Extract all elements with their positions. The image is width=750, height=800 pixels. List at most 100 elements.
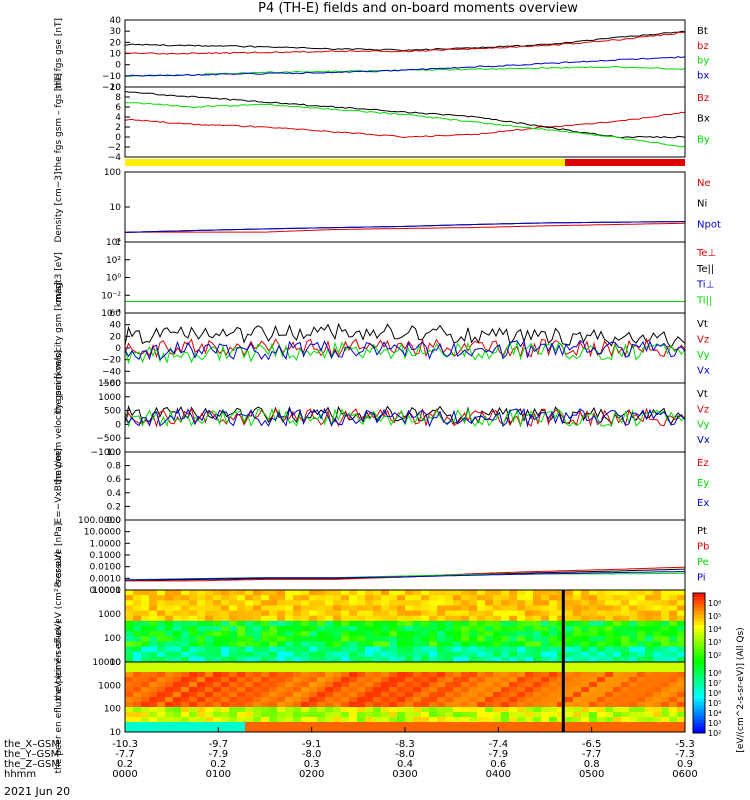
heatmap-cell	[405, 672, 414, 678]
heatmap-cell	[317, 631, 326, 637]
heatmap-cell	[589, 600, 598, 606]
heatmap-cell	[205, 662, 214, 668]
heatmap-cell	[269, 707, 278, 713]
heatmap-cell	[645, 697, 654, 703]
heatmap-cell	[229, 692, 238, 698]
heatmap-cell	[309, 595, 318, 601]
heatmap-cell	[389, 727, 398, 733]
heatmap-cell	[501, 692, 510, 698]
heatmap-cell	[661, 641, 670, 648]
heatmap-cell	[397, 687, 406, 693]
colorbar-cell	[693, 596, 705, 601]
colorbar-tick: 10⁷	[708, 679, 721, 688]
heatmap-cell	[661, 626, 670, 632]
heatmap-cell	[341, 590, 350, 596]
heatmap-cell	[469, 595, 478, 601]
heatmap-cell	[397, 610, 406, 617]
heatmap-cell	[509, 697, 518, 703]
heatmap-cell	[469, 722, 478, 728]
heatmap-cell	[613, 702, 622, 708]
heatmap-cell	[469, 727, 478, 733]
colorbar-tick: 10³	[708, 719, 721, 728]
heatmap-cell	[589, 692, 598, 698]
ytick-label: 10	[110, 50, 122, 60]
heatmap-cell	[581, 646, 590, 653]
heatmap-cell	[653, 682, 662, 688]
ytick-label: 4	[115, 113, 121, 123]
heatmap-cell	[317, 636, 326, 642]
heatmap-cell	[429, 697, 438, 703]
heatmap-cell	[341, 646, 350, 653]
heatmap-cell	[165, 641, 174, 648]
heatmap-cell	[453, 626, 462, 632]
heatmap-cell	[237, 595, 246, 601]
heatmap-cell	[285, 727, 294, 733]
heatmap-cell	[477, 682, 486, 688]
heatmap-cell	[301, 727, 310, 733]
heatmap-cell	[589, 626, 598, 632]
heatmap-cell	[221, 610, 230, 617]
heatmap-cell	[301, 702, 310, 708]
heatmap-cell	[541, 717, 550, 723]
panel-frame	[124, 241, 686, 314]
heatmap-cell	[469, 651, 478, 658]
heatmap-cell	[573, 656, 582, 663]
heatmap-cell	[317, 692, 326, 698]
heatmap-cell	[317, 672, 326, 678]
heatmap-cell	[261, 717, 270, 723]
heatmap-cell	[421, 707, 430, 713]
heatmap-cell	[661, 636, 670, 642]
legend-label: Vz	[697, 404, 709, 415]
heatmap-cell	[445, 646, 454, 653]
heatmap-cell	[645, 610, 654, 617]
heatmap-cell	[653, 722, 662, 728]
heatmap-cell	[381, 600, 390, 606]
xtick-label: 0400	[486, 769, 511, 780]
heatmap-cell	[429, 590, 438, 596]
heatmap-cell	[381, 727, 390, 733]
heatmap-cell	[365, 722, 374, 728]
heatmap-cell	[181, 727, 190, 733]
heatmap-cell	[277, 662, 286, 668]
heatmap-cell	[605, 631, 614, 637]
heatmap-cell	[549, 636, 558, 642]
heatmap-cell	[677, 600, 686, 606]
heatmap-cell	[125, 610, 134, 617]
heatmap-cell	[173, 651, 182, 658]
heatmap-cell	[621, 595, 630, 601]
heatmap-cell	[637, 620, 646, 627]
heatmap-cell	[501, 682, 510, 688]
heatmap-cell	[133, 641, 142, 648]
heatmap-cell	[509, 667, 518, 673]
heatmap-cell	[413, 722, 422, 728]
heatmap-cell	[261, 707, 270, 713]
heatmap-cell	[269, 697, 278, 703]
legend-label: Vx	[697, 435, 710, 446]
heatmap-cell	[589, 636, 598, 642]
heatmap-cell	[397, 702, 406, 708]
heatmap-cell	[205, 646, 214, 653]
heatmap-cell	[365, 600, 374, 606]
heatmap-cell	[597, 626, 606, 632]
heatmap-cell	[525, 656, 534, 663]
heatmap-cell	[461, 712, 470, 718]
heatmap-cell	[629, 626, 638, 632]
heatmap-cell	[613, 677, 622, 683]
heatmap-cell	[365, 641, 374, 648]
heatmap-cell	[349, 631, 358, 637]
heatmap-cell	[629, 605, 638, 612]
xtick-label: -10.3	[112, 739, 138, 750]
heatmap-cell	[365, 646, 374, 653]
heatmap-cell	[525, 595, 534, 601]
heatmap-cell	[485, 610, 494, 617]
heatmap-cell	[221, 677, 230, 683]
heatmap-cell	[125, 641, 134, 648]
heatmap-cell	[637, 677, 646, 683]
heatmap-cell	[269, 667, 278, 673]
heatmap-cell	[533, 717, 542, 723]
heatmap-cell	[229, 717, 238, 723]
heatmap-cell	[333, 615, 342, 622]
heatmap-cell	[325, 662, 334, 668]
heatmap-cell	[613, 615, 622, 622]
heatmap-cell	[621, 631, 630, 637]
